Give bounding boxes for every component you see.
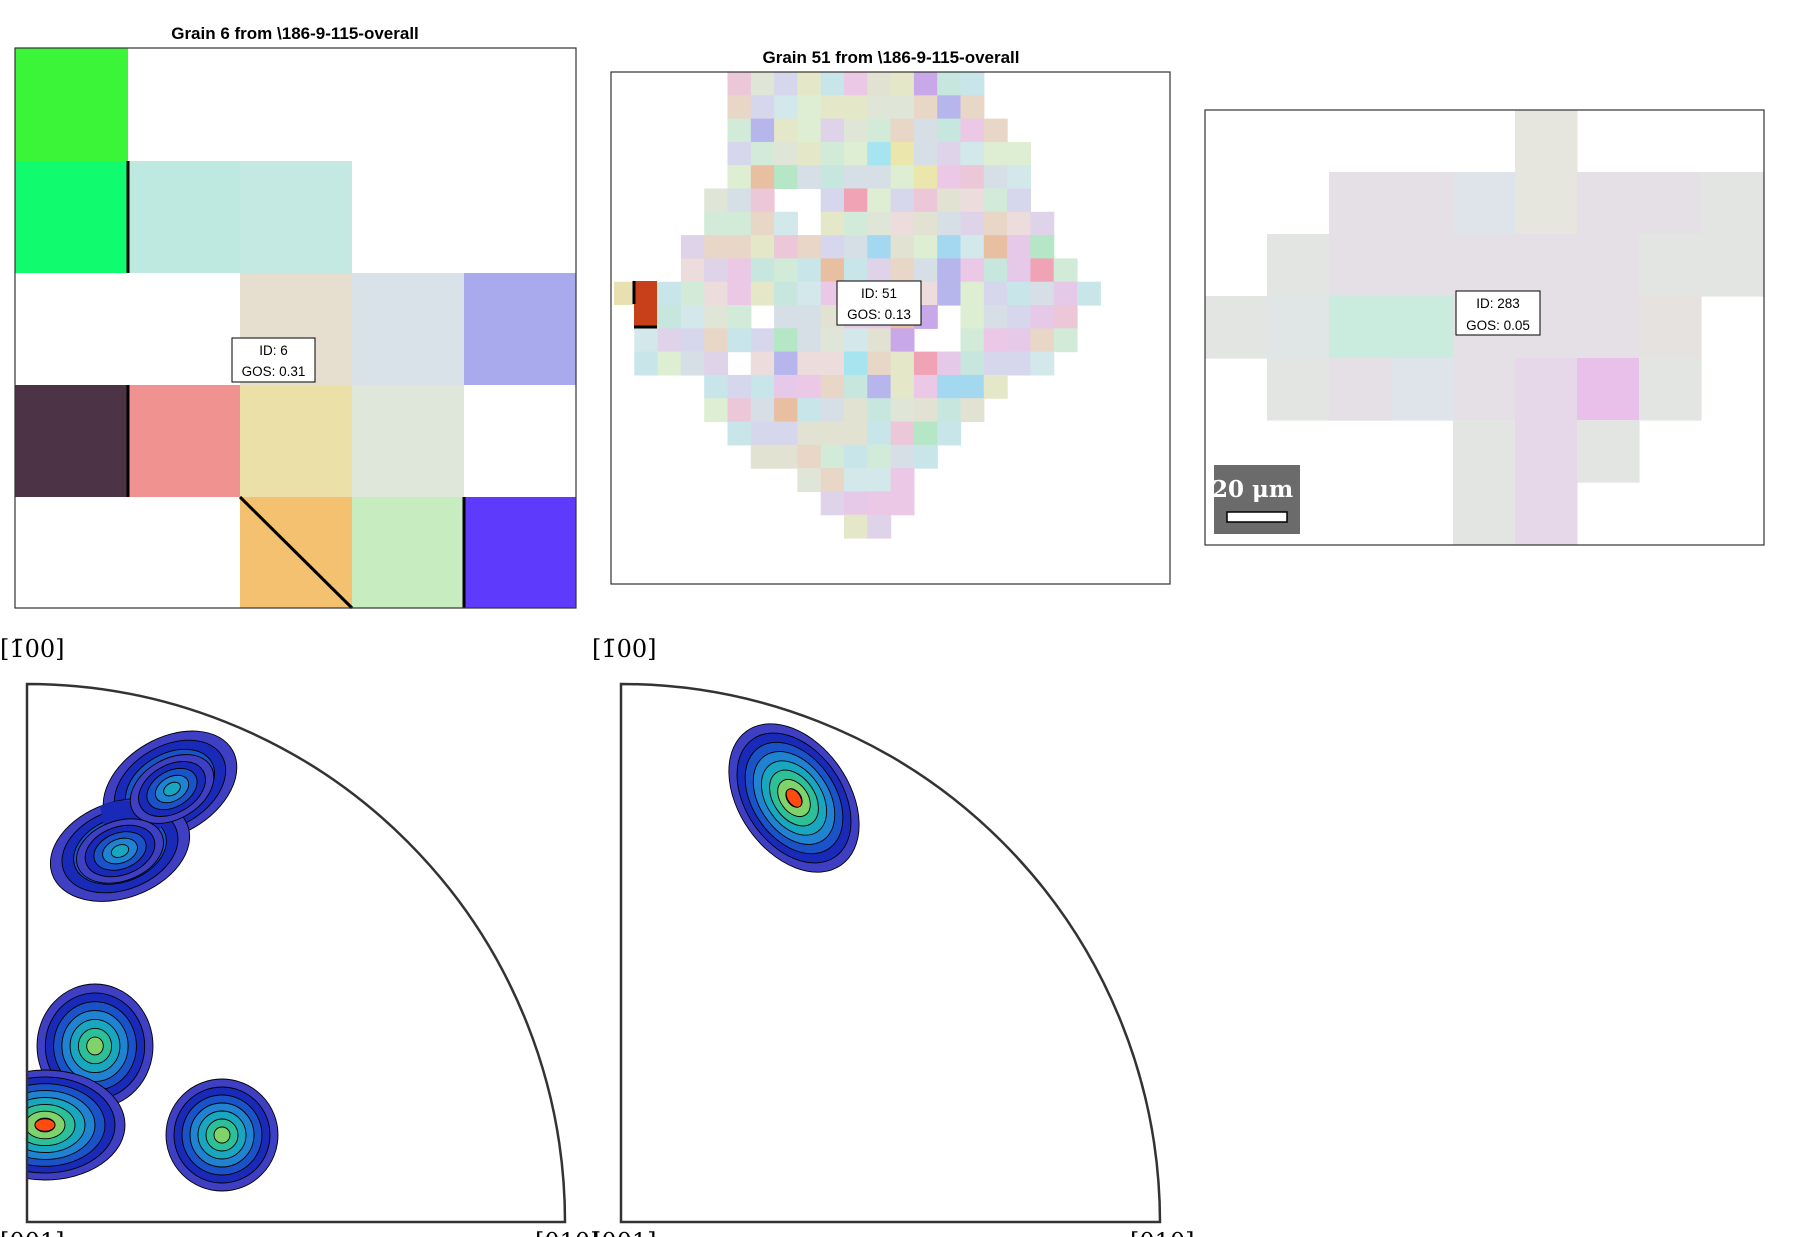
grain6-info-box: ID: 6 GOS: 0.31 [231,337,316,383]
pf-right-top-label: [1̄00] [592,635,657,663]
contour-blob [129,754,215,824]
pf-right-sector [619,682,1162,1224]
grain6-panel: Grain 6 from \186-9-115-overall ID: 6 [14,24,577,610]
grain6-map [15,48,576,610]
grain51-boundary-segments [632,281,657,329]
grain51-gos-label: GOS: 0.13 [847,307,911,322]
contour-blob [165,1078,279,1192]
contour-blob [27,1069,126,1181]
scale-bar-label: 20 μm [1212,476,1293,503]
grain51-title: Grain 51 from \186-9-115-overall [762,48,1019,67]
scale-bar: 20 μm [1212,465,1300,534]
pf-left-sector [25,682,567,1224]
grain51-map [614,72,1101,539]
grain283-panel: ID: 283 GOS: 0.05 20 μm [1204,109,1765,546]
pole-figure-right: [1̄00] [001] [010] [592,635,1195,1237]
pf-left-top-label: [1̄00] [0,635,65,663]
pf-right-bottom-right-label: [010] [1130,1228,1195,1237]
grain6-id-label: ID: 6 [259,343,288,358]
contour-blob [76,818,164,884]
grain51-panel: Grain 51 from \186-9-115-overall ID: 51 … [610,48,1171,585]
grain283-info-box: ID: 283 GOS: 0.05 [1455,290,1541,336]
grain6-gos-label: GOS: 0.31 [242,364,306,379]
grain51-frame [610,71,1171,585]
pf-left-bottom-right-label: [010] [535,1228,600,1237]
grain283-gos-label: GOS: 0.05 [1466,318,1530,333]
grain6-frame [14,47,577,609]
pf-right-bottom-left-label: [001] [592,1228,657,1237]
contour-blob [728,723,860,873]
pf-left-bottom-left-label: [001] [0,1228,65,1237]
grain51-id-label: ID: 51 [861,286,897,301]
grain283-map [1205,110,1764,545]
grain51-info-box: ID: 51 GOS: 0.13 [836,280,922,326]
grain283-frame [1204,109,1765,546]
grain283-id-label: ID: 283 [1476,296,1520,311]
pf-left-contours [27,730,279,1192]
pf-right-contours [728,723,860,873]
grain6-title: Grain 6 from \186-9-115-overall [171,24,419,43]
pole-figure-left: [1̄00] [001] [010] [0,635,600,1237]
